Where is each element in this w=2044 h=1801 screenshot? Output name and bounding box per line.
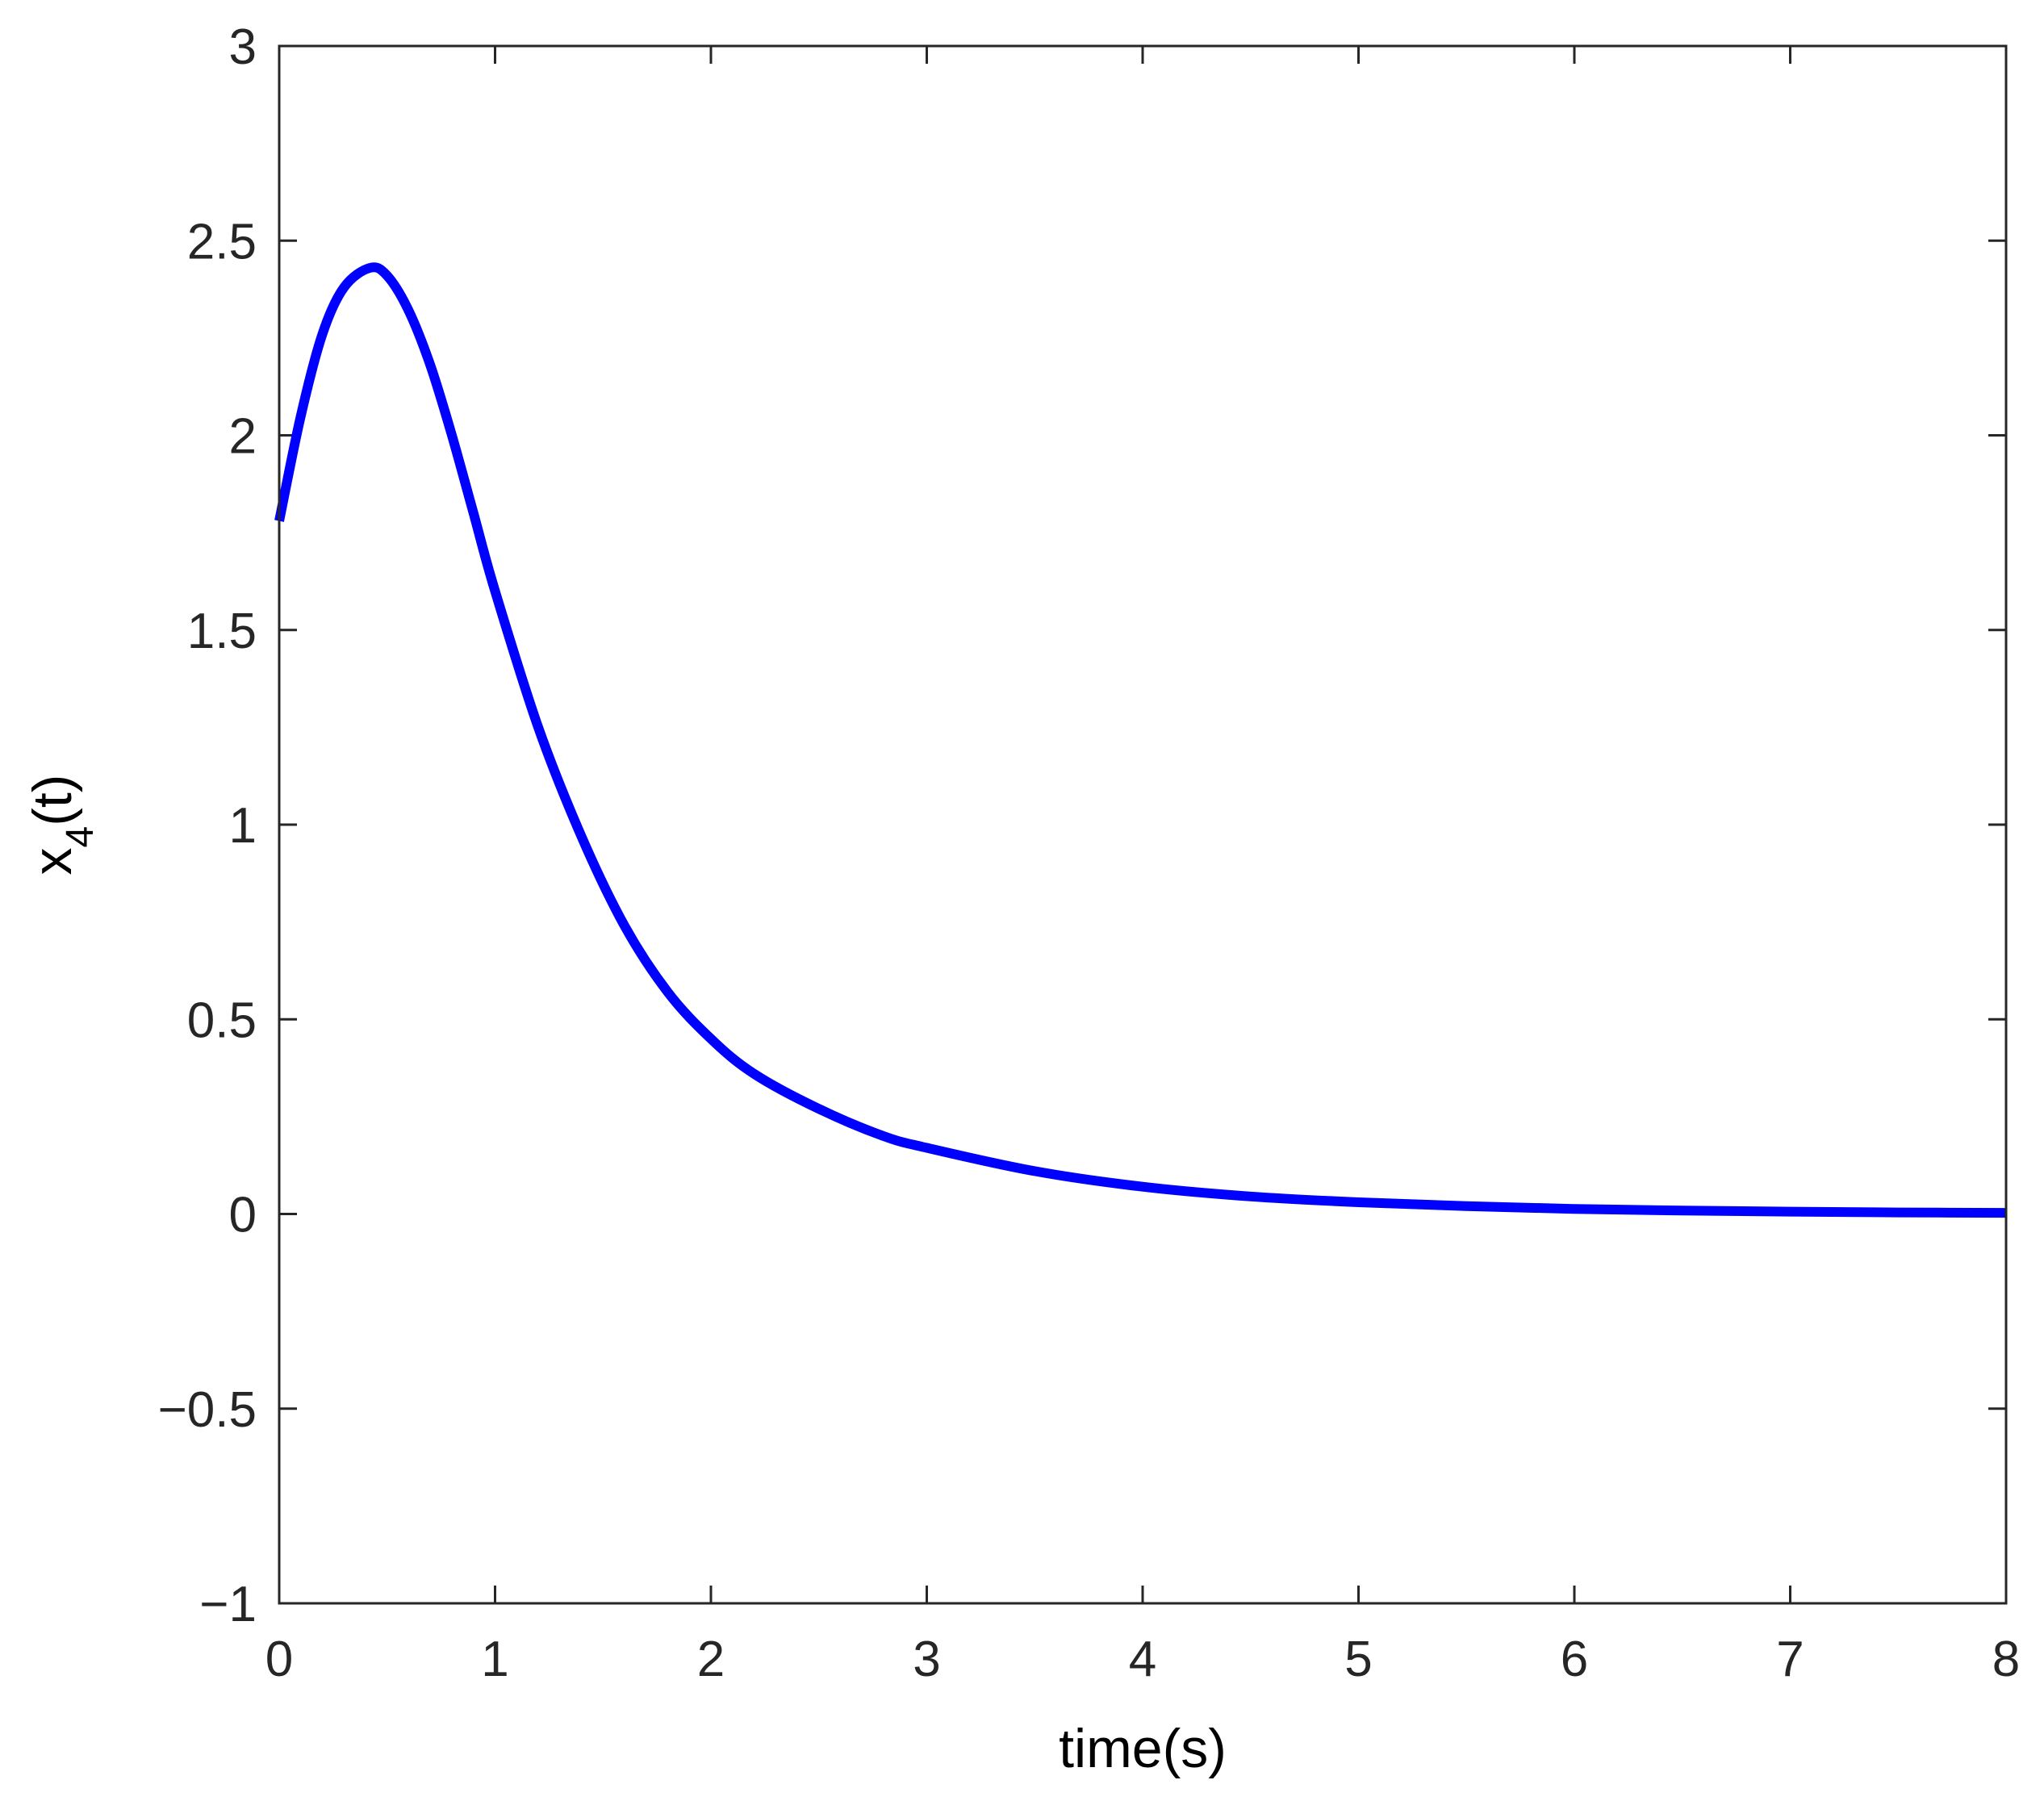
y-axis-label: x4(t): [22, 775, 102, 875]
x-tick-label: 5: [1344, 1632, 1372, 1687]
x-tick-label: 1: [481, 1632, 508, 1687]
x-tick-label: 6: [1561, 1632, 1588, 1687]
series-layer: [274, 262, 2007, 1218]
x-tick-label: 3: [913, 1632, 940, 1687]
x-axis-label: time(s): [1059, 1718, 1227, 1779]
y-tick-label: 0: [229, 1188, 257, 1243]
axes-box: [278, 44, 2008, 1605]
plot-area: [279, 46, 2006, 1603]
y-axis-label-main: x: [22, 847, 83, 875]
y-tick-label: −1: [199, 1577, 257, 1632]
y-tick-label: 1: [229, 798, 257, 854]
x-tick-label: 4: [1129, 1632, 1156, 1687]
y-tick-label: 3: [229, 19, 257, 75]
y-tick-label: −0.5: [158, 1382, 257, 1438]
x-tick-label: 0: [265, 1632, 293, 1687]
y-axis-label-suffix: (t): [22, 775, 83, 826]
x-tick-label: 2: [697, 1632, 725, 1687]
y-tick-label: 2.5: [187, 214, 257, 270]
x-tick-label: 7: [1776, 1632, 1804, 1687]
y-tick-label: 2: [229, 409, 257, 465]
y-axis-label-subscript: 4: [59, 826, 102, 848]
series-line: [274, 262, 2007, 1218]
x-tick-label: 8: [1992, 1632, 2020, 1687]
y-axis-ticks: −1 −0.5 0 0.5 1 1.5 2 2.5 3: [158, 19, 2006, 1632]
x-axis-ticks: 0 1 2 3 4 5 6 7 8: [265, 46, 2020, 1687]
y-tick-label: 1.5: [187, 604, 257, 659]
y-tick-label: 0.5: [187, 992, 257, 1048]
